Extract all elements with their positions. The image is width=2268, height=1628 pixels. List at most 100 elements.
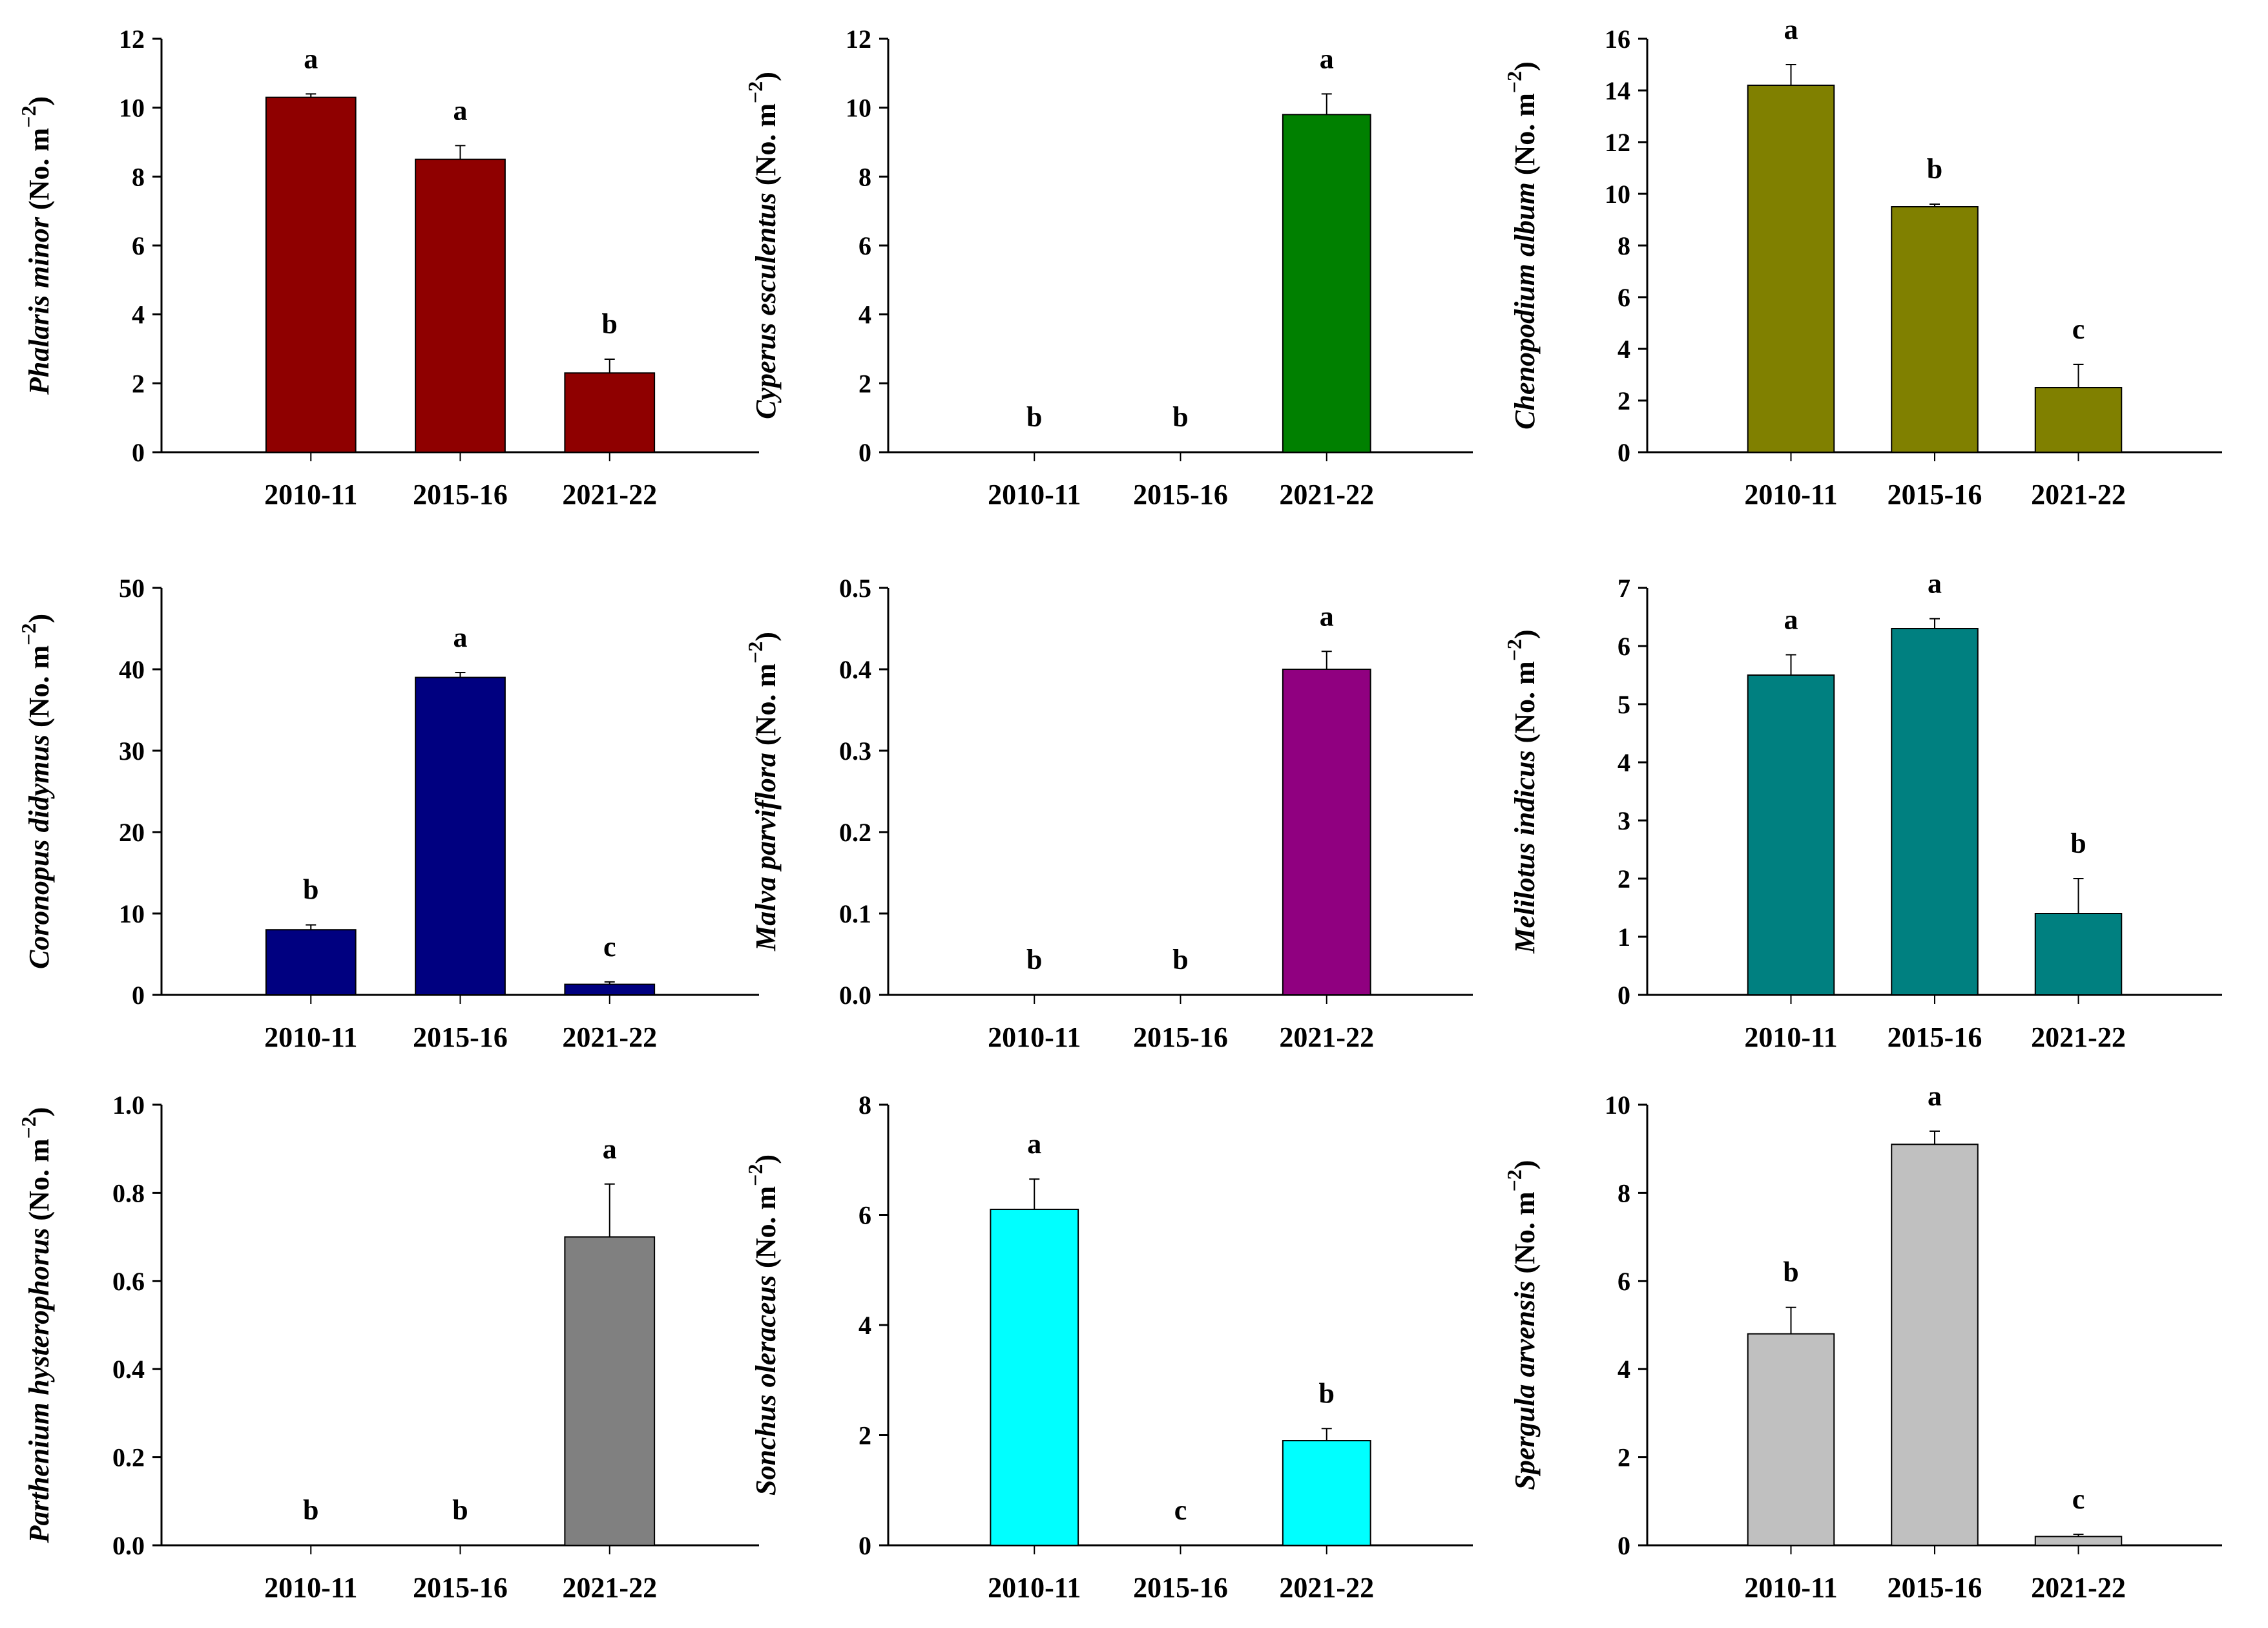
x-tick-label: 2015-16	[413, 1021, 508, 1053]
y-axis-label: Melilotus indicus (No. m−2)	[1503, 629, 1541, 954]
significance-letter: a	[1784, 604, 1798, 636]
y-tick-label: 12	[1605, 128, 1630, 157]
y-tick-label: 6	[132, 231, 145, 260]
y-axis-label-species: Chenopodium album	[1509, 182, 1541, 430]
significance-letter: c	[2072, 1483, 2085, 1515]
y-tick-label: 12	[846, 25, 871, 54]
y-tick-label: 0.4	[112, 1355, 145, 1384]
bar-2010-11	[1747, 85, 1835, 453]
significance-letter: b	[1172, 944, 1188, 976]
y-axis-label-exponent: −2	[1503, 639, 1526, 661]
y-axis-label-close: )	[1509, 629, 1541, 639]
bar-2010-11	[1747, 674, 1835, 996]
x-tick-label: 2021-22	[1279, 1572, 1374, 1603]
y-tick-label: 8	[1618, 1178, 1630, 1207]
bar-2010-11	[265, 96, 357, 453]
y-axis-label-close: )	[1509, 61, 1541, 71]
y-tick-label: 2	[1618, 1443, 1630, 1472]
x-tick-label: 2010-11	[988, 1572, 1081, 1603]
y-axis-label: Phalaris minor (No. m−2)	[17, 96, 55, 395]
significance-letter: b	[602, 308, 618, 340]
significance-letter: a	[603, 1133, 617, 1165]
chart-panel-4: 0 10 20 30 40 50 Coronopus didymus (No. m−2) b 2…	[17, 574, 759, 1053]
y-tick-label: 0.0	[112, 1531, 145, 1560]
y-tick-label: 40	[119, 655, 145, 684]
x-tick-label: 2021-22	[1279, 1021, 1374, 1053]
y-tick-label: 5	[1618, 690, 1630, 719]
significance-letter: b	[1026, 944, 1042, 976]
y-tick-label: 8	[858, 1091, 871, 1120]
y-tick-label: 2	[132, 369, 145, 398]
y-tick-label: 4	[858, 300, 871, 329]
significance-letter: b	[1026, 401, 1042, 433]
y-axis-label-exponent: −2	[744, 81, 767, 103]
x-tick-label: 2015-16	[1888, 479, 1982, 510]
y-axis-label: Malva parviflora (No. m−2)	[744, 632, 782, 952]
y-axis-label-close: )	[23, 1107, 55, 1117]
bar-2021-22	[2034, 1536, 2123, 1547]
y-axis-label-species: Coronopus didymus	[23, 735, 55, 969]
y-axis-label-unit: (No. m	[750, 663, 782, 753]
y-tick-label: 10	[1605, 1091, 1630, 1120]
y-tick-label: 0.0	[839, 981, 871, 1010]
y-axis-label-species: Spergula arvensis	[1509, 1281, 1541, 1490]
y-axis-label-exponent: −2	[744, 1164, 767, 1186]
significance-letter: a	[1928, 568, 1942, 600]
y-tick-label: 1	[1618, 923, 1630, 952]
significance-letter: a	[304, 43, 318, 74]
y-tick-label: 50	[119, 574, 145, 603]
bar-2015-16	[1891, 206, 1979, 453]
x-tick-label: 2021-22	[2031, 479, 2126, 510]
y-axis-label-close: )	[1509, 1160, 1541, 1170]
significance-letter: b	[1172, 401, 1188, 433]
y-tick-label: 6	[1618, 1267, 1630, 1296]
y-axis-label-exponent: −2	[744, 642, 767, 663]
x-tick-label: 2010-11	[1744, 479, 1837, 510]
y-axis-label-unit: (No. m	[23, 1138, 55, 1227]
x-tick-label: 2015-16	[413, 479, 508, 510]
y-tick-label: 8	[1618, 231, 1630, 260]
y-tick-label: 0.2	[112, 1443, 145, 1472]
y-tick-label: 0	[1618, 1531, 1630, 1560]
y-axis-label-exponent: −2	[1503, 71, 1526, 93]
x-tick-label: 2010-11	[264, 479, 357, 510]
y-axis-label-close: )	[750, 1154, 782, 1164]
y-tick-label: 0.4	[839, 655, 871, 684]
y-axis-label-species: Malva parviflora	[750, 753, 782, 952]
bar-2021-22	[2034, 913, 2123, 996]
y-tick-label: 7	[1618, 574, 1630, 603]
y-tick-label: 1.0	[112, 1091, 145, 1120]
y-tick-label: 2	[858, 369, 871, 398]
y-tick-label: 4	[1618, 1355, 1630, 1384]
y-axis-label-close: )	[750, 72, 782, 81]
y-tick-label: 20	[119, 818, 145, 847]
bar-2021-22	[564, 1236, 656, 1546]
y-tick-label: 3	[1618, 806, 1630, 835]
y-axis-label-unit: (No. m	[750, 1186, 782, 1275]
bar-2021-22	[564, 983, 656, 996]
x-tick-label: 2021-22	[562, 1572, 657, 1603]
y-axis-label-close: )	[23, 96, 55, 106]
y-tick-label: 0.6	[112, 1267, 145, 1296]
x-tick-label: 2021-22	[562, 1021, 657, 1053]
x-tick-label: 2015-16	[413, 1572, 508, 1603]
y-axis-label-unit: (No. m	[1509, 93, 1541, 182]
y-tick-label: 0.8	[112, 1178, 145, 1207]
y-axis-label: Spergula arvensis (No. m−2)	[1503, 1160, 1541, 1490]
significance-letter: b	[1319, 1377, 1335, 1409]
x-tick-label: 2010-11	[1744, 1021, 1837, 1053]
significance-letter: a	[1320, 43, 1334, 74]
significance-letter: b	[1783, 1257, 1798, 1288]
x-tick-label: 2021-22	[1279, 479, 1374, 510]
significance-letter: a	[1928, 1080, 1942, 1112]
x-tick-label: 2021-22	[2031, 1021, 2126, 1053]
significance-letter: b	[452, 1494, 468, 1526]
y-tick-label: 0	[132, 981, 145, 1010]
chart-panel-7: 0.0 0.2 0.4 0.6 0.8 1.0 Parthenium hysterophor…	[17, 1091, 759, 1603]
y-axis-label-species: Parthenium hysterophorus	[23, 1228, 55, 1544]
x-tick-label: 2010-11	[1744, 1572, 1837, 1603]
x-tick-label: 2010-11	[264, 1021, 357, 1053]
y-tick-label: 0	[1618, 981, 1630, 1010]
y-tick-label: 4	[1618, 335, 1630, 364]
